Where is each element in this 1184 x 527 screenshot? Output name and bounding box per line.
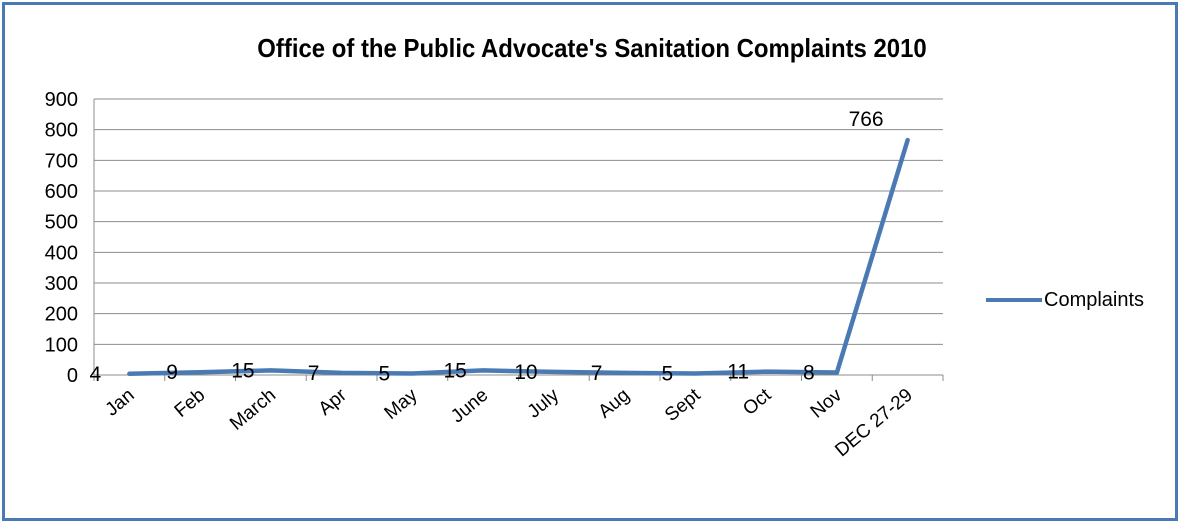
data-point [905,138,910,143]
y-tick-label: 200 [45,304,78,326]
data-label: 11 [727,361,749,384]
legend: Complaints [986,286,1144,314]
data-point [693,371,698,376]
x-category-label: July [524,384,564,422]
data-point [622,370,627,375]
x-category-label: Aug [594,385,633,423]
data-point [127,371,132,376]
data-point [339,370,344,375]
x-category-label: Sept [661,384,705,426]
y-tick-label: 700 [45,150,78,172]
chart-frame [2,2,1178,521]
data-point [764,369,769,374]
data-label: 7 [591,362,603,385]
data-label: 9 [166,361,178,384]
x-category-label: March [226,385,280,435]
y-tick-label: 900 [45,89,78,111]
data-point [198,370,203,375]
data-point [551,369,556,374]
x-category-label: Jan [102,385,139,421]
x-category-label: Apr [315,384,352,420]
data-label: 7 [308,362,320,385]
series-line-complaints [127,137,910,377]
data-label: 10 [514,361,537,384]
data-point [834,370,839,375]
data-point [481,368,486,373]
data-label: 15 [231,359,254,382]
x-category-label: May [381,384,422,423]
y-tick-label: 0 [67,365,78,387]
x-category-label: Oct [739,384,776,420]
data-point [410,371,415,376]
data-point [268,368,273,373]
x-category-label: Feb [171,385,210,422]
data-label: 8 [803,362,815,385]
x-category-label: Nov [807,384,847,422]
x-category-label: DEC 27-29 [831,385,917,462]
y-tick-label: 800 [45,120,78,142]
data-label: 5 [379,362,391,385]
y-tick-label: 500 [45,212,78,234]
y-tick-label: 400 [45,242,78,264]
x-category-label: June [447,385,492,428]
chart-title: Office of the Public Advocate's Sanitati… [257,33,927,63]
y-tick-label: 300 [45,273,78,295]
data-label: 766 [849,108,884,131]
y-tick-label: 100 [45,334,78,356]
data-label: 4 [90,363,102,386]
data-label: 5 [662,362,674,385]
y-tick-label: 600 [45,181,78,203]
legend-label-complaints: Complaints [1044,288,1145,311]
legend-swatch-complaints [986,298,1042,302]
data-label: 15 [443,359,466,382]
